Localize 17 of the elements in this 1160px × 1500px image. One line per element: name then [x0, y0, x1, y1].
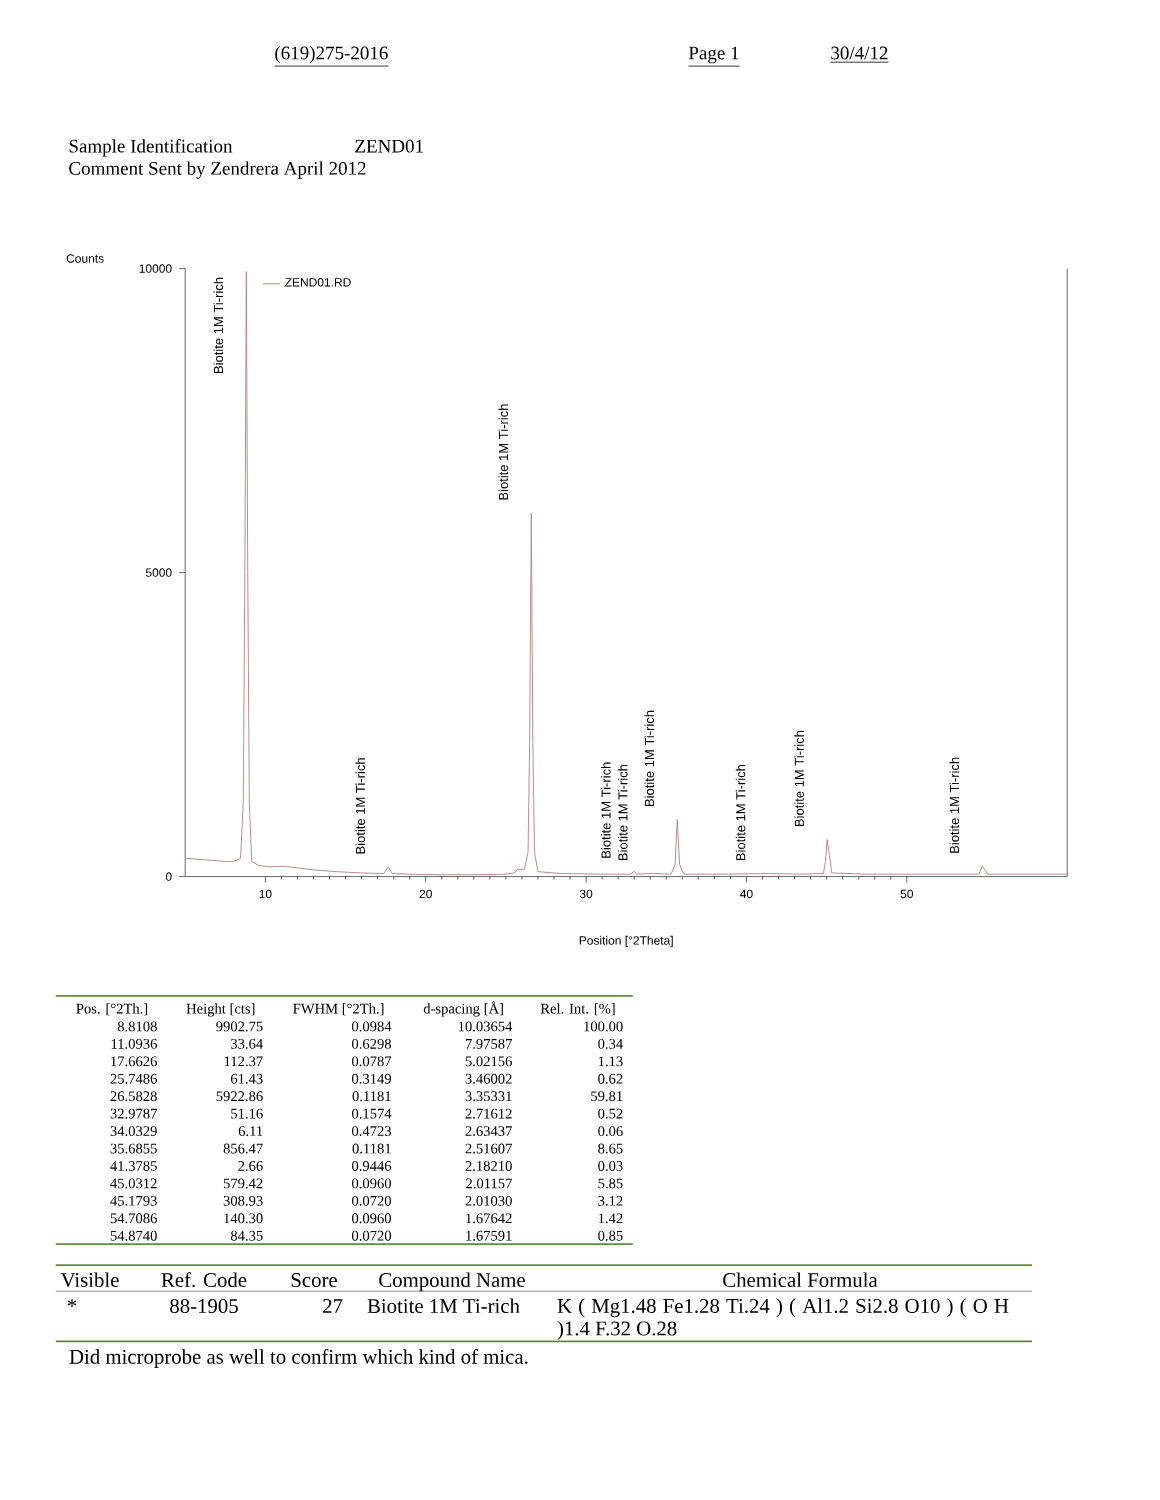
text: Biotite 1M Ti-rich [367, 1298, 520, 1314]
category-label: Score [291, 1273, 337, 1288]
category-label: Visible [60, 1272, 119, 1288]
category-label: Ref. Code [161, 1272, 247, 1288]
text: K ( Mg1.48 Fe1.28 Ti.24 ) ( Al1.2 Si2.8 O10 ) ( O H )1.4 F.32 O.28 [557, 1298, 1009, 1340]
text: Sample Identification [69, 139, 233, 157]
text: 88-1905 [170, 1299, 238, 1314]
category-label: Chemical Formula [723, 1272, 878, 1288]
text: 27 [323, 1299, 343, 1313]
text: 30/4/12 [831, 46, 888, 60]
text: ZEND01 [355, 139, 423, 153]
text: (619)275-2016 [275, 46, 388, 64]
text: Page 1 [688, 46, 739, 64]
text: Comment Sent by Zendrera April 2012 [69, 161, 366, 179]
text: * [67, 1299, 77, 1307]
text: Did microprobe as well to confirm which kind of mica. [69, 1349, 528, 1369]
category-label: Compound Name [379, 1272, 525, 1292]
